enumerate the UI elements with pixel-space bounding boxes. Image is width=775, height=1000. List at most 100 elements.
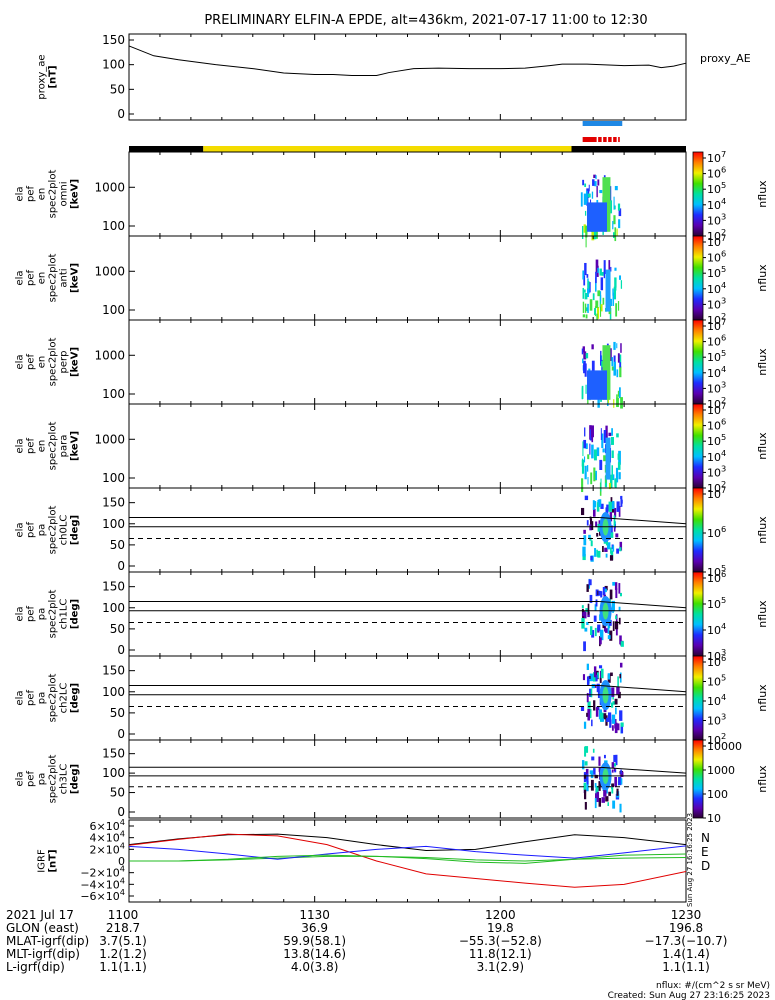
spectrogram-ylabel-pa_ch3LC: ela: [15, 771, 26, 786]
spectrogram-ylabel-pa_ch2LC: [deg]: [70, 683, 81, 713]
spectrogram-pixel: [620, 769, 622, 774]
colorbar-tick-label: 107: [707, 149, 726, 165]
spectrogram-pixel: [598, 786, 601, 791]
colorbar-tick-label: 103: [707, 379, 726, 395]
y-tick-label: 1000: [94, 264, 125, 278]
spectrogram-pixel: [590, 540, 593, 547]
spectrogram-pixel: [610, 702, 614, 708]
spectrogram-pixel: [609, 298, 613, 307]
y-tick-label: 0: [117, 727, 125, 741]
ephemeris-value: 1130: [299, 908, 330, 922]
colorbar-tick-label: 104: [707, 448, 726, 464]
spectrogram-pixel: [583, 529, 586, 534]
spectrogram-pixel: [609, 555, 614, 561]
spectrogram-pixel: [616, 343, 618, 349]
spectrogram-pixel: [593, 666, 597, 678]
spectrogram-pixel: [618, 606, 621, 612]
spectrogram-pixel: [596, 502, 600, 512]
spectrogram-pixel: [580, 192, 583, 207]
colorbar-tick-label: 106: [707, 569, 726, 585]
colorbar-pa_ch1LC: [692, 571, 704, 657]
colorbar-pa_ch3LC: [692, 739, 704, 819]
spectrogram-ylabel-en_anti: [keV]: [70, 263, 81, 293]
spectrogram-pixel: [618, 583, 621, 594]
spectrogram-pixel: [611, 687, 615, 697]
spectrogram-pixel: [599, 306, 602, 317]
spectrogram-pixel: [581, 760, 585, 770]
spectrogram-ylabel-pa_ch2LC: spec2plot: [48, 674, 59, 723]
igrf-legend-N: N: [701, 831, 710, 845]
y-tick-label: 100: [102, 471, 125, 485]
spectrogram-pixel: [616, 723, 620, 731]
y-tick-label: 0: [117, 643, 125, 657]
spectrogram-pixel: [600, 478, 602, 492]
spectrogram-pixel: [586, 584, 589, 592]
spectrogram-pixel: [590, 472, 593, 485]
spectrogram-pixel: [598, 798, 602, 807]
spectrogram-ylabel-pa_ch3LC: pef: [26, 771, 37, 788]
spectrogram-ylabel-pa_ch1LC: ela: [15, 606, 26, 621]
spectrogram-pixel: [601, 433, 604, 449]
igrf-legend-D: D: [701, 859, 710, 873]
colorbar-tick-label: 106: [707, 417, 726, 433]
spectrogram-pixel: [612, 288, 614, 296]
spectrogram-pixel: [585, 608, 589, 612]
spectrogram-pixel: [613, 526, 616, 532]
spectrogram-pixel: [583, 721, 587, 729]
spectrogram-pixel: [619, 803, 622, 813]
spectrogram-ylabel-pa_ch0LC: spec2plot: [48, 506, 59, 555]
spectrogram-ylabel-pa_ch0LC: ela: [15, 522, 26, 537]
spectrogram-pixel: [618, 776, 622, 786]
spectrogram-pixel: [582, 441, 584, 457]
y-tick-label: 150: [102, 747, 125, 761]
spectrogram-data-en_perp: [581, 341, 623, 409]
colorbar-label: nflux: [756, 684, 769, 712]
spectrogram-pixel: [611, 450, 614, 459]
y-tick-label: 50: [110, 706, 125, 720]
spectrogram-pixel: [582, 458, 584, 472]
colorbar-tick-label: 104: [707, 364, 726, 380]
spectrogram-pixel: [609, 348, 612, 362]
orbit-segment: [571, 146, 686, 152]
y-tick-label: 1000: [94, 180, 125, 194]
spectrogram-pixel: [593, 768, 596, 775]
spectrogram-pixel: [580, 507, 585, 516]
spectrogram-ylabel-en_para: ela: [15, 438, 26, 453]
colorbar-label: nflux: [756, 600, 769, 628]
spectrogram-pixel: [587, 303, 589, 313]
spectrogram-pixel: [612, 220, 614, 230]
colorbar-label: nflux: [756, 180, 769, 208]
spectrogram-pixel: [603, 175, 606, 179]
spectrogram-ylabel-en_perp: ela: [15, 354, 26, 369]
spectrogram-pixel: [603, 271, 606, 279]
colorbar-tick-label: 105: [707, 432, 726, 448]
spectrogram-ylabel-pa_ch2LC: ch2LC: [59, 683, 70, 714]
colorbar-tick-label: 100: [707, 788, 728, 801]
colorbar-tick-label: 105: [707, 673, 726, 689]
ephemeris-value: 11.8(12.1): [469, 947, 532, 961]
spectrogram-pixel: [592, 179, 595, 186]
y-tick-label: 1000: [94, 432, 125, 446]
spectrogram-ylabel-en_anti: anti: [59, 268, 70, 287]
colorbar-pa_ch0LC: [692, 487, 704, 573]
igrf-extra-line: [129, 853, 687, 864]
spectrogram-ylabel-en_perp: perp: [59, 351, 70, 374]
spectrogram-pixel: [599, 614, 601, 621]
spectrogram-pixel: [619, 275, 622, 280]
ephemeris-value: 4.0(3.8): [291, 960, 339, 974]
spectrogram-pixel: [606, 717, 609, 723]
y-tick-label: 100: [102, 766, 125, 780]
spectrogram-pixel: [619, 674, 622, 679]
colorbar-tick-label: 104: [707, 280, 726, 296]
colorbar-tick-label: 105: [707, 595, 726, 611]
spectrogram-ylabel-pa_ch1LC: spec2plot: [48, 590, 59, 639]
spectrogram-pixel: [619, 592, 622, 597]
spectrogram-pixel: [620, 397, 623, 409]
spectrogram-pixel: [613, 361, 616, 376]
colorbar-tick-label: 107: [707, 401, 726, 417]
spectrogram-pixel: [607, 398, 610, 403]
proxy-ae-legend: proxy_AE: [700, 52, 751, 65]
spectrogram-data-pa_ch3LC: [581, 746, 624, 813]
spectrogram-pixel: [595, 230, 598, 239]
spectrogram-pixel: [614, 621, 619, 630]
